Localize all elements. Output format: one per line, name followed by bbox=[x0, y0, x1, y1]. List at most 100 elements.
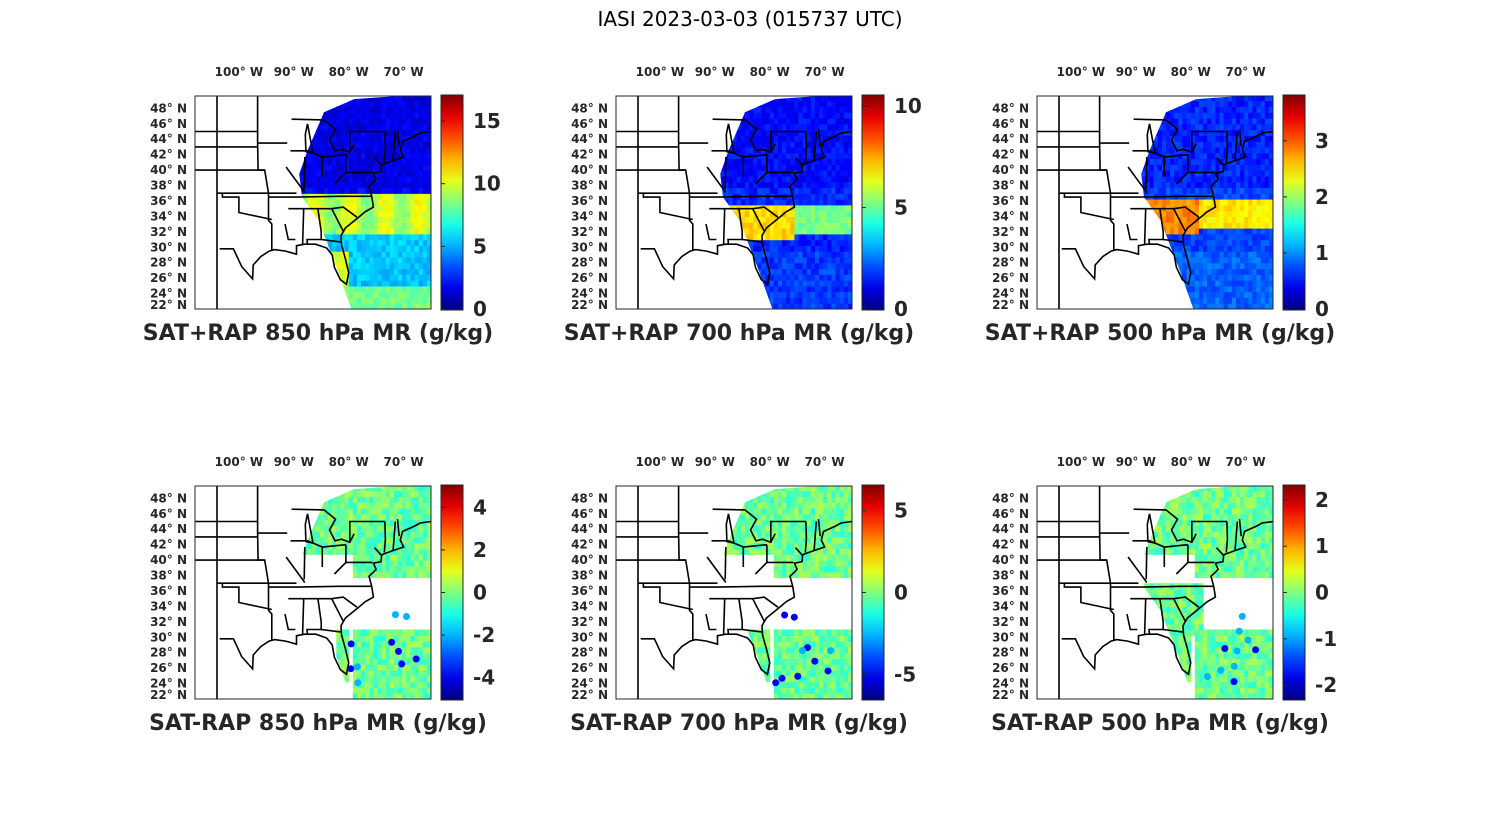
data-cell bbox=[1150, 292, 1155, 298]
data-cell bbox=[782, 199, 787, 205]
data-cell bbox=[287, 159, 292, 165]
data-cell bbox=[1215, 216, 1220, 222]
data-cell bbox=[729, 164, 734, 170]
data-cell bbox=[283, 199, 288, 205]
data-cell bbox=[1125, 263, 1130, 269]
data-cell bbox=[312, 106, 317, 112]
data-cell bbox=[295, 502, 300, 508]
data-cell bbox=[1207, 234, 1212, 240]
data-cell bbox=[410, 286, 415, 292]
data-cell bbox=[382, 653, 387, 659]
data-cell bbox=[423, 135, 428, 141]
data-cell bbox=[799, 269, 804, 275]
data-cell bbox=[737, 101, 742, 107]
data-cell bbox=[402, 240, 407, 246]
data-cell bbox=[716, 199, 721, 205]
data-cell bbox=[840, 280, 845, 286]
data-cell bbox=[712, 280, 717, 286]
data-cell bbox=[287, 211, 292, 217]
data-cell bbox=[1211, 153, 1216, 159]
data-cell bbox=[716, 216, 721, 222]
data-cell bbox=[361, 635, 366, 641]
data-cell bbox=[712, 153, 717, 159]
data-cell bbox=[1199, 263, 1204, 269]
data-cell bbox=[737, 89, 742, 95]
data-cell bbox=[283, 182, 288, 188]
data-cell bbox=[1182, 141, 1187, 147]
data-cell bbox=[349, 153, 354, 159]
data-cell bbox=[373, 199, 378, 205]
data-cell bbox=[1178, 106, 1183, 112]
data-cell bbox=[283, 135, 288, 141]
data-cell bbox=[852, 222, 857, 228]
data-cell bbox=[1211, 286, 1216, 292]
data-cell bbox=[1199, 251, 1204, 257]
data-cell bbox=[373, 647, 378, 653]
data-cell bbox=[291, 124, 296, 130]
data-cell bbox=[378, 263, 383, 269]
data-cell bbox=[823, 274, 828, 280]
data-cell bbox=[782, 280, 787, 286]
data-cell bbox=[770, 199, 775, 205]
data-cell bbox=[749, 112, 754, 118]
data-cell bbox=[320, 479, 325, 485]
data-cell bbox=[361, 228, 366, 234]
data-cell bbox=[390, 182, 395, 188]
data-cell bbox=[741, 135, 746, 141]
data-cell bbox=[733, 228, 738, 234]
state-border bbox=[1149, 209, 1163, 245]
data-cell bbox=[1203, 263, 1208, 269]
data-cell bbox=[1244, 147, 1249, 153]
data-cell bbox=[423, 257, 428, 263]
data-cell bbox=[1273, 269, 1278, 275]
data-cell bbox=[1133, 112, 1138, 118]
data-cell bbox=[745, 292, 750, 298]
data-cell bbox=[1240, 188, 1245, 194]
data-cell bbox=[733, 89, 738, 95]
data-cell bbox=[761, 211, 766, 217]
data-cell bbox=[336, 525, 341, 531]
data-cell bbox=[295, 124, 300, 130]
data-cell bbox=[1145, 89, 1150, 95]
data-cell bbox=[394, 101, 399, 107]
data-cell bbox=[316, 147, 321, 153]
data-cell bbox=[737, 124, 742, 130]
data-cell bbox=[1166, 228, 1171, 234]
data-cell bbox=[332, 274, 337, 280]
data-cell bbox=[836, 211, 841, 217]
data-cell bbox=[778, 245, 783, 251]
data-cell bbox=[844, 188, 849, 194]
lat-tick-label: 40° N bbox=[150, 163, 187, 177]
data-cell bbox=[1265, 112, 1270, 118]
data-cell bbox=[373, 188, 378, 194]
data-cell bbox=[1133, 211, 1138, 217]
data-cell bbox=[708, 269, 713, 275]
data-cell bbox=[332, 491, 337, 497]
data-cell bbox=[1261, 251, 1266, 257]
data-cell bbox=[1158, 257, 1163, 263]
data-cell bbox=[357, 520, 362, 526]
data-cell bbox=[794, 297, 799, 303]
data-cell bbox=[1261, 112, 1266, 118]
data-cell bbox=[741, 257, 746, 263]
data-cell bbox=[819, 286, 824, 292]
data-cell bbox=[295, 280, 300, 286]
lon-tick-label: 90° W bbox=[695, 65, 735, 79]
data-cell bbox=[1265, 193, 1270, 199]
data-cell bbox=[431, 286, 436, 292]
data-cell bbox=[786, 269, 791, 275]
data-cell bbox=[1203, 89, 1208, 95]
data-cell bbox=[1207, 118, 1212, 124]
data-cell bbox=[770, 245, 775, 251]
data-cell bbox=[365, 508, 370, 514]
data-cell bbox=[1273, 135, 1278, 141]
data-cell bbox=[410, 106, 415, 112]
data-cell bbox=[1228, 199, 1233, 205]
data-cell bbox=[799, 234, 804, 240]
data-cell bbox=[1261, 280, 1266, 286]
data-cell bbox=[720, 170, 725, 176]
data-cell bbox=[390, 496, 395, 502]
data-cell bbox=[353, 647, 358, 653]
data-cell bbox=[386, 124, 391, 130]
state-border bbox=[728, 209, 742, 245]
